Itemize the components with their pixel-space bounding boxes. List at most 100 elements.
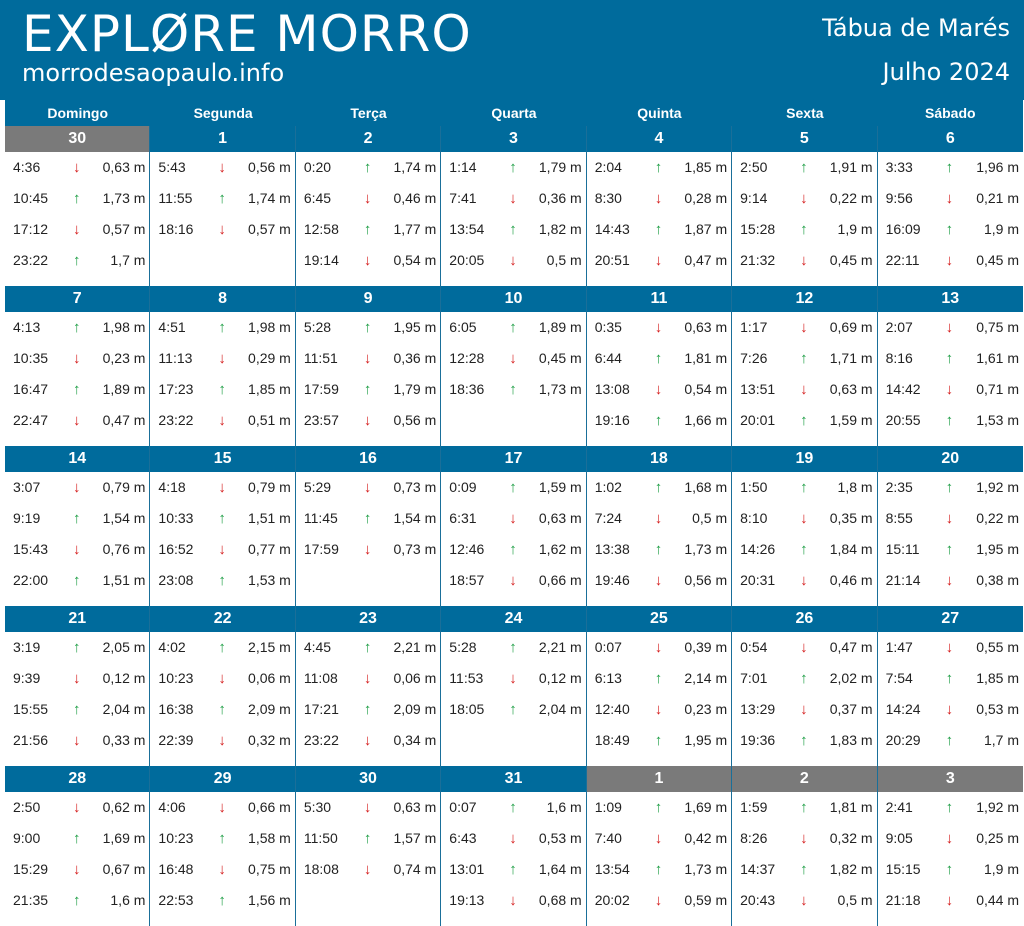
tide-height-value: 1,95 bbox=[393, 319, 421, 335]
tide-entry: 18:36 ↑ 1,73 m bbox=[441, 374, 585, 405]
tide-height-value: 0,56 bbox=[684, 572, 712, 588]
tide-time: 17:59 bbox=[303, 541, 339, 557]
tide-height: 0,29 m bbox=[248, 350, 291, 366]
tide-height-value: 0,44 bbox=[976, 892, 1004, 908]
tide-height-unit: m bbox=[424, 350, 437, 366]
tide-height-unit: m bbox=[570, 190, 582, 206]
tide-height-unit: m bbox=[570, 252, 582, 268]
tide-entry: 18:08 ↓ 0,74 m bbox=[296, 854, 440, 885]
tide-time: 16:48 bbox=[158, 861, 194, 877]
tide-entry: 11:13 ↓ 0,29 m bbox=[150, 343, 294, 374]
tide-height-value: 0,47 bbox=[102, 412, 130, 428]
tide-height-unit: m bbox=[279, 572, 291, 588]
tide-height-value: 0,47 bbox=[684, 252, 712, 268]
tide-height-unit: m bbox=[570, 319, 582, 335]
tide-height-value: 1,8 bbox=[837, 479, 857, 495]
tide-height-unit: m bbox=[1007, 190, 1019, 206]
tide-height-value: 0,45 bbox=[538, 350, 567, 366]
tide-height-unit: m bbox=[715, 732, 728, 748]
tide-height-value: 1,83 bbox=[829, 732, 857, 748]
arrow-up-icon: ↑ bbox=[509, 319, 517, 336]
tide-time: 1:09 bbox=[594, 799, 622, 815]
arrow-down-icon: ↓ bbox=[509, 892, 517, 909]
arrow-up-icon: ↑ bbox=[218, 892, 226, 909]
tide-time: 6:43 bbox=[449, 830, 477, 846]
day-number: 1 bbox=[586, 766, 732, 792]
tide-height: 1,7 m bbox=[110, 252, 145, 268]
arrow-up-icon: ↑ bbox=[363, 510, 372, 527]
tide-height-unit: m bbox=[279, 670, 291, 686]
tide-height: 1,73 m bbox=[539, 381, 582, 397]
arrow-up-icon: ↑ bbox=[509, 159, 517, 176]
day-number: 6 bbox=[877, 126, 1023, 152]
tide-entry: 5:43 ↓ 0,56 m bbox=[150, 152, 294, 183]
tide-height-value: 0,12 bbox=[102, 670, 130, 686]
tide-height-value: 1,58 bbox=[248, 830, 276, 846]
tide-height-unit: m bbox=[133, 319, 146, 335]
tide-time: 12:58 bbox=[303, 221, 339, 237]
tide-height-value: 1,9 bbox=[983, 221, 1004, 237]
tide-height: 1,53 m bbox=[976, 412, 1019, 428]
tide-height-unit: m bbox=[570, 701, 582, 717]
tide-time: 17:12 bbox=[13, 221, 49, 237]
tide-height: 0,56 m bbox=[393, 412, 436, 428]
tide-height-value: 0,56 bbox=[393, 412, 421, 428]
day-number: 18 bbox=[586, 446, 732, 472]
tide-height-unit: m bbox=[715, 221, 728, 237]
tide-height-value: 1,56 bbox=[248, 892, 276, 908]
tide-height-value: 0,23 bbox=[684, 701, 712, 717]
tide-height: 1,57 m bbox=[393, 830, 436, 846]
tide-height: 0,76 m bbox=[103, 541, 146, 557]
brand-url: morrodesaopaulo.info bbox=[22, 59, 285, 87]
tide-height: 2,02 m bbox=[830, 670, 873, 686]
tide-height: 0,36 m bbox=[539, 190, 582, 206]
tide-height: 1,81 m bbox=[684, 350, 727, 366]
tide-height: 1,95 m bbox=[684, 732, 727, 748]
day-number: 5 bbox=[732, 126, 877, 152]
day-number: 30 bbox=[295, 766, 441, 792]
tide-height-unit: m bbox=[860, 830, 873, 846]
day-number: 14 bbox=[5, 446, 150, 472]
arrow-up-icon: ↑ bbox=[654, 412, 663, 429]
tide-time: 10:33 bbox=[158, 510, 194, 526]
day-cell: 7 4:13 ↑ 1,98 m 10:35 ↓ 0,23 m 16:47 ↑ 1,89 m 22:4… bbox=[5, 286, 151, 446]
tide-height: 0,39 m bbox=[684, 639, 727, 655]
tide-entry: 8:16 ↑ 1,61 m bbox=[878, 343, 1023, 374]
tide-height-value: 0,28 bbox=[684, 190, 712, 206]
tide-height-value: 1,96 bbox=[976, 159, 1004, 175]
tide-height: 0,21 m bbox=[976, 190, 1019, 206]
arrow-up-icon: ↑ bbox=[218, 639, 226, 656]
arrow-up-icon: ↑ bbox=[73, 892, 81, 909]
tide-entry: 21:14 ↓ 0,38 m bbox=[878, 565, 1023, 596]
tide-height-unit: m bbox=[715, 861, 728, 877]
arrow-up-icon: ↑ bbox=[363, 639, 372, 656]
tide-entry: 1:47 ↓ 0,55 m bbox=[878, 632, 1023, 663]
month-year: Julho 2024 bbox=[882, 58, 1010, 86]
tide-time: 14:42 bbox=[885, 381, 921, 397]
arrow-up-icon: ↑ bbox=[218, 190, 226, 207]
tide-height-value: 1,61 bbox=[976, 350, 1004, 366]
tide-height-value: 0,57 bbox=[102, 221, 130, 237]
tide-entry: 14:26 ↑ 1,84 m bbox=[732, 534, 876, 565]
tide-time: 22:47 bbox=[13, 412, 49, 428]
day-number: 9 bbox=[295, 286, 441, 312]
arrow-down-icon: ↓ bbox=[654, 892, 663, 909]
tide-height-unit: m bbox=[133, 510, 146, 526]
tide-time: 1:59 bbox=[740, 799, 768, 815]
tide-entry: 2:41 ↑ 1,92 m bbox=[878, 792, 1023, 823]
tide-height-unit: m bbox=[1007, 701, 1019, 717]
tide-height-unit: m bbox=[570, 799, 582, 815]
tide-height: 1,89 m bbox=[539, 319, 582, 335]
tide-entry: 23:22 ↑ 1,7 m bbox=[5, 245, 149, 276]
tide-height-value: 0,63 bbox=[829, 381, 857, 397]
tide-height: 0,63 m bbox=[830, 381, 873, 397]
tide-height-unit: m bbox=[570, 572, 582, 588]
tide-height-value: 1,59 bbox=[829, 412, 857, 428]
tide-height-value: 0,36 bbox=[393, 350, 421, 366]
tide-height-unit: m bbox=[570, 159, 582, 175]
tide-time: 11:50 bbox=[303, 830, 338, 846]
tide-height-value: 1,98 bbox=[102, 319, 130, 335]
tide-height: 1,59 m bbox=[539, 479, 582, 495]
day-cell: 30 5:30 ↓ 0,63 m 11:50 ↑ 1,57 m 18:08 ↓ 0,74 m bbox=[295, 766, 442, 926]
tide-time: 2:50 bbox=[13, 799, 41, 815]
